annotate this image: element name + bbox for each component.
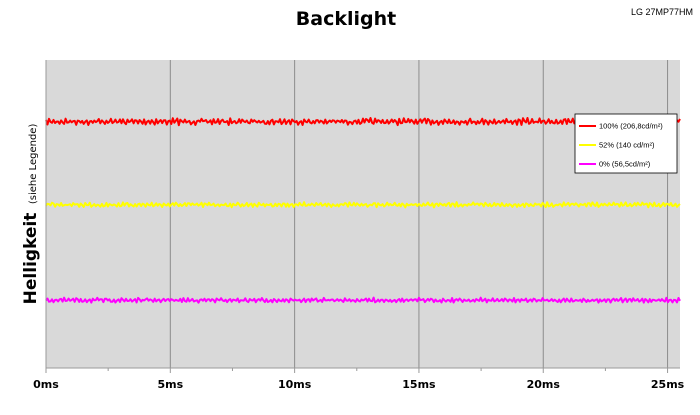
x-tick-label: 20ms xyxy=(527,378,561,391)
series-lines xyxy=(45,117,681,304)
x-tick-label: 0ms xyxy=(33,378,59,391)
legend-label-0: 100% (206,8cd/m²) xyxy=(599,122,663,131)
y-axis-label-main: Helligkeit xyxy=(21,213,41,305)
chart-subtitle: LG 27MP77HM xyxy=(631,7,693,17)
chart-title: Backlight xyxy=(296,8,396,30)
y-axis-label-note: (siehe Legende) xyxy=(28,124,39,205)
series-line-1 xyxy=(45,201,681,209)
series-line-0 xyxy=(45,117,681,127)
series-line-2 xyxy=(45,296,681,304)
y-axis-label: Helligkeit (siehe Legende) xyxy=(21,124,41,305)
x-tick-label: 10ms xyxy=(278,378,312,391)
x-tick-label: 5ms xyxy=(157,378,183,391)
plot-background xyxy=(46,60,680,368)
legend: 100% (206,8cd/m²) 52% (140 cd/m²) 0% (56,5… xyxy=(574,113,678,174)
legend-label-1: 52% (140 cd/m²) xyxy=(599,141,655,150)
legend-label-2: 0% (56,5cd/m²) xyxy=(599,160,651,169)
plot-area xyxy=(45,60,681,369)
x-tick-label: 15ms xyxy=(402,378,436,391)
x-tick-label: 25ms xyxy=(651,378,685,391)
vertical-gridlines xyxy=(169,60,669,368)
x-axis-ticks: 0ms 5ms 10ms 15ms 20ms 25ms xyxy=(33,368,685,391)
svg-text:Helligkeit (siehe Legend: Helligkeit (siehe Legende) xyxy=(21,124,41,305)
